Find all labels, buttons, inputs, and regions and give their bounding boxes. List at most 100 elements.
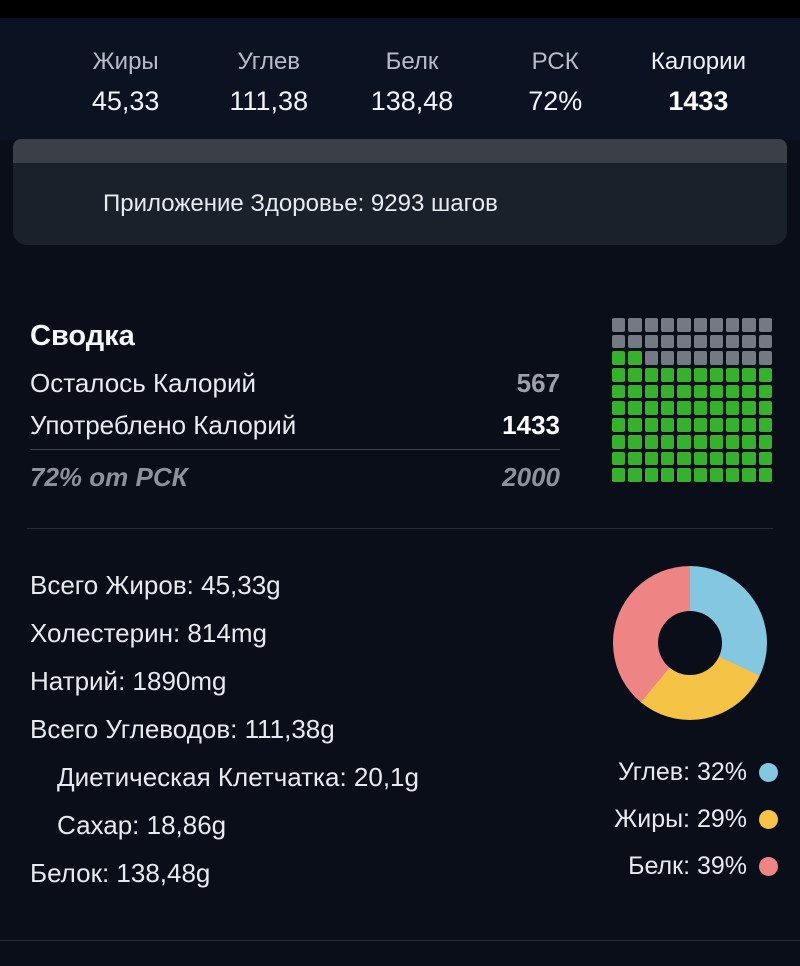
grid-cell-filled <box>758 418 772 432</box>
grid-cell-filled <box>726 451 740 466</box>
summary-divider <box>30 449 560 450</box>
macro-donut-chart <box>613 566 767 720</box>
grid-cell-filled <box>758 434 772 449</box>
stat-col-2: Белк 138,48 <box>340 48 483 140</box>
grid-cell-empty <box>628 318 642 332</box>
grid-cell-filled <box>644 434 658 449</box>
grid-cell-filled <box>677 384 691 399</box>
health-app-banner-body: Приложение Здоровье: 9293 шагов <box>13 163 787 245</box>
grid-cell-filled <box>612 468 626 482</box>
grid-cell-filled <box>660 434 675 449</box>
calories-remaining-row: Осталось Калорий 567 <box>30 368 560 399</box>
grid-cell-empty <box>758 318 772 332</box>
grid-cell-filled <box>644 401 658 416</box>
calories-remaining-label: Осталось Калорий <box>30 368 257 398</box>
grid-cell-empty <box>612 318 626 332</box>
legend-dot-icon <box>759 763 778 782</box>
legend-row: Жиры: 29% <box>614 805 778 834</box>
nutrient-row: Всего Углеводов: 111,38g <box>30 714 335 744</box>
grid-cell-filled <box>660 384 675 399</box>
grid-cell-filled <box>628 418 642 432</box>
grid-cell-empty <box>709 318 724 332</box>
calories-consumed-value: 1433 <box>502 410 560 440</box>
donut-hole <box>658 611 722 675</box>
grid-cell-empty <box>742 334 756 349</box>
grid-cell-empty <box>644 334 658 349</box>
stat-value: 72% <box>528 86 583 116</box>
grid-cell-empty <box>726 351 740 366</box>
grid-cell-filled <box>660 368 675 382</box>
grid-cell-filled <box>660 401 675 416</box>
rdi-percent-row: 72% от РСК 2000 <box>30 462 560 493</box>
health-app-banner-strip <box>13 139 787 163</box>
grid-cell-empty <box>612 334 626 349</box>
grid-cell-filled <box>726 384 740 399</box>
grid-cell-filled <box>726 468 740 482</box>
stat-label: Жиры <box>92 48 159 75</box>
stat-col-1: Углев 111,38 <box>197 48 340 140</box>
grid-cell-filled <box>677 401 691 416</box>
grid-cell-filled <box>709 401 724 416</box>
grid-cell-filled <box>742 418 756 432</box>
health-app-banner[interactable]: Приложение Здоровье: 9293 шагов <box>13 139 787 245</box>
grid-cell-empty <box>758 351 772 366</box>
grid-cell-empty <box>742 318 756 332</box>
legend-label: Жиры: 29% <box>614 805 747 833</box>
grid-cell-filled <box>612 351 626 366</box>
grid-cell-filled <box>726 418 740 432</box>
grid-cell-filled <box>709 418 724 432</box>
grid-cell-filled <box>612 451 626 466</box>
macro-summary-header: Жиры 45,33 Углев 111,38 Белк 138,48 РСК 72% Кало… <box>0 18 800 140</box>
grid-cell-empty <box>709 334 724 349</box>
rdi-percent-label: 72% от РСК <box>30 462 188 492</box>
stat-label: Углев <box>237 48 301 75</box>
grid-cell-filled <box>709 368 724 382</box>
grid-cell-empty <box>693 351 707 366</box>
grid-cell-empty <box>677 318 691 332</box>
legend-label: Углев: 32% <box>617 758 747 786</box>
grid-cell-filled <box>628 384 642 399</box>
grid-cell-empty <box>628 334 642 349</box>
grid-cell-filled <box>677 451 691 466</box>
grid-cell-filled <box>677 468 691 482</box>
grid-cell-filled <box>758 401 772 416</box>
grid-cell-empty <box>677 334 691 349</box>
calories-remaining-value: 567 <box>516 368 560 398</box>
grid-cell-filled <box>628 351 642 366</box>
section-divider <box>27 528 773 529</box>
grid-cell-empty <box>677 351 691 366</box>
grid-cell-filled <box>709 451 724 466</box>
grid-cell-filled <box>677 434 691 449</box>
grid-cell-filled <box>644 368 658 382</box>
grid-cell-empty <box>742 351 756 366</box>
grid-cell-filled <box>660 468 675 482</box>
stat-value: 1433 <box>668 86 729 116</box>
stat-col-3: РСК 72% <box>484 48 627 140</box>
grid-cell-filled <box>693 418 707 432</box>
grid-cell-filled <box>693 401 707 416</box>
grid-cell-filled <box>709 468 724 482</box>
grid-cell-filled <box>758 384 772 399</box>
grid-cell-filled <box>709 434 724 449</box>
grid-cell-filled <box>758 468 772 482</box>
rdi-total-value: 2000 <box>502 462 560 492</box>
legend-row: Углев: 32% <box>618 758 778 787</box>
grid-cell-filled <box>677 368 691 382</box>
grid-cell-filled <box>742 468 756 482</box>
grid-cell-filled <box>693 384 707 399</box>
grid-cell-empty <box>726 334 740 349</box>
legend-dot-icon <box>759 810 778 829</box>
grid-cell-filled <box>628 434 642 449</box>
grid-cell-filled <box>660 451 675 466</box>
legend-dot-icon <box>759 857 778 876</box>
grid-cell-filled <box>693 368 707 382</box>
grid-cell-filled <box>660 418 675 432</box>
grid-cell-filled <box>628 401 642 416</box>
grid-cell-filled <box>612 418 626 432</box>
stat-value: 138,48 <box>370 86 454 116</box>
grid-cell-filled <box>709 384 724 399</box>
grid-cell-empty <box>644 318 658 332</box>
grid-cell-filled <box>612 368 626 382</box>
bottom-divider <box>0 940 800 941</box>
